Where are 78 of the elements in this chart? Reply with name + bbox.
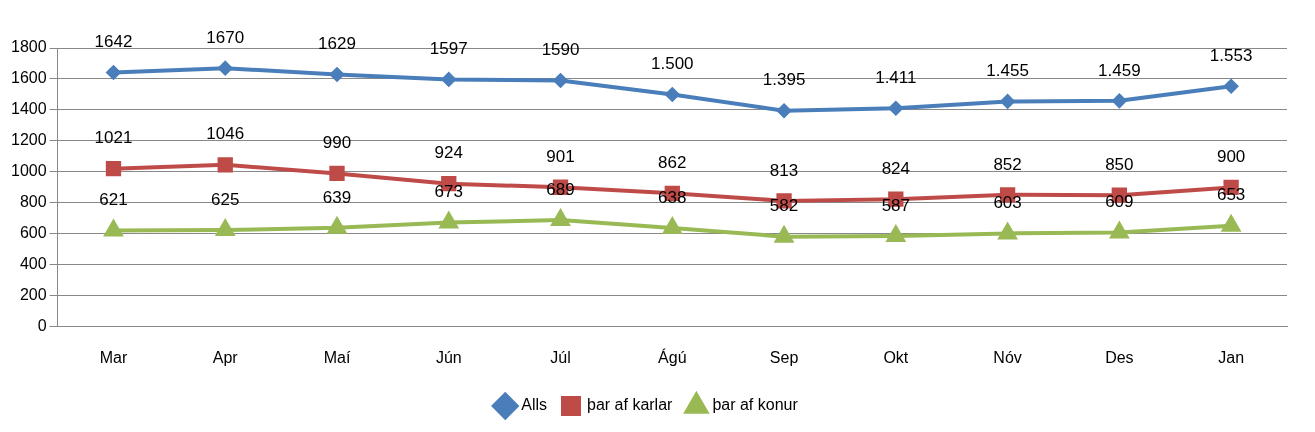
data-label: 625 bbox=[211, 189, 240, 209]
data-label: 653 bbox=[1216, 185, 1246, 205]
data-label: 862 bbox=[658, 152, 687, 172]
point bbox=[1110, 222, 1129, 239]
data-label: 901 bbox=[546, 146, 575, 166]
y-tick-label: 800 bbox=[19, 193, 47, 211]
point bbox=[441, 72, 456, 87]
data-label: 621 bbox=[99, 190, 128, 210]
data-label: 1629 bbox=[318, 34, 356, 54]
point bbox=[329, 165, 345, 182]
y-tick-label: 1600 bbox=[11, 69, 47, 87]
x-tick-label: Nóv bbox=[993, 348, 1022, 366]
data-label: 1.500 bbox=[651, 54, 694, 74]
point bbox=[777, 103, 792, 118]
y-tick-label: 0 bbox=[37, 317, 47, 335]
point bbox=[217, 157, 233, 173]
x-tick-label: Ágú bbox=[658, 347, 687, 366]
data-label: 990 bbox=[322, 133, 352, 153]
data-label: 1590 bbox=[541, 40, 580, 60]
point bbox=[551, 210, 570, 227]
y-tick-label: 600 bbox=[19, 224, 47, 242]
data-label: 900 bbox=[1216, 147, 1246, 167]
y-tick-label: 1000 bbox=[11, 162, 47, 180]
data-label: 852 bbox=[993, 154, 1022, 174]
x-tick-label: Sep bbox=[769, 348, 799, 366]
data-label: 1.455 bbox=[986, 61, 1029, 81]
data-label: 603 bbox=[993, 193, 1022, 213]
data-label: 1.553 bbox=[1209, 45, 1253, 65]
data-label: 1.411 bbox=[875, 67, 917, 87]
point bbox=[998, 223, 1017, 240]
y-tick-label: 1800 bbox=[11, 38, 47, 56]
data-label: 1597 bbox=[429, 39, 468, 59]
point bbox=[888, 101, 903, 116]
legend-label: Alls bbox=[521, 396, 548, 414]
x-tick-label: Apr bbox=[212, 348, 239, 366]
point bbox=[216, 219, 235, 236]
x-tick-label: Maí bbox=[323, 348, 351, 366]
x-tick-label: Des bbox=[1105, 348, 1134, 366]
point bbox=[665, 87, 680, 102]
point bbox=[663, 217, 682, 234]
point bbox=[886, 225, 905, 242]
point bbox=[328, 217, 346, 234]
data-label: 689 bbox=[546, 179, 575, 199]
data-label: 1642 bbox=[94, 32, 133, 52]
x-tick-label: Okt bbox=[883, 348, 909, 366]
x-tick-label: Jún bbox=[435, 348, 462, 366]
point bbox=[105, 161, 122, 177]
point bbox=[438, 210, 459, 229]
data-label: 639 bbox=[322, 187, 352, 207]
y-tick-label: 1400 bbox=[11, 100, 47, 118]
data-label: 587 bbox=[881, 195, 911, 215]
point bbox=[1112, 93, 1127, 108]
legend-label: þar af konur bbox=[712, 396, 799, 414]
data-label: 1670 bbox=[206, 27, 245, 47]
data-label: 1.459 bbox=[1098, 60, 1141, 80]
data-label: 824 bbox=[881, 158, 911, 178]
data-label: 609 bbox=[1105, 192, 1134, 212]
point bbox=[1224, 79, 1239, 94]
data-label: 850 bbox=[1105, 154, 1134, 174]
point bbox=[218, 61, 233, 76]
point bbox=[330, 67, 344, 82]
point bbox=[1000, 94, 1015, 109]
data-label: 924 bbox=[434, 143, 463, 163]
data-label: 673 bbox=[434, 182, 463, 202]
data-label: 813 bbox=[769, 160, 799, 180]
y-tick-label: 200 bbox=[19, 286, 47, 304]
x-tick-label: Jan bbox=[1218, 348, 1245, 366]
data-label: 1021 bbox=[94, 128, 133, 148]
x-tick-label: Mar bbox=[99, 348, 128, 366]
data-label: 1.395 bbox=[762, 70, 806, 90]
data-label: 1046 bbox=[206, 124, 245, 144]
legend-label: þar af karlar bbox=[587, 396, 674, 414]
y-tick-label: 1200 bbox=[11, 131, 47, 149]
point bbox=[106, 65, 121, 80]
point bbox=[553, 73, 568, 88]
y-tick-label: 400 bbox=[19, 255, 47, 273]
point bbox=[103, 218, 124, 237]
x-tick-label: Júl bbox=[550, 348, 571, 366]
